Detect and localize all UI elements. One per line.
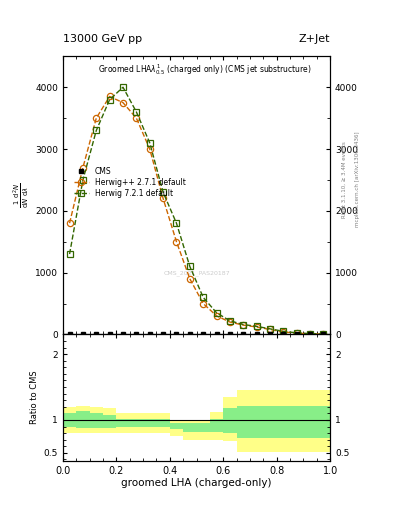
Legend: CMS, Herwig++ 2.7.1 default, Herwig 7.2.1 default: CMS, Herwig++ 2.7.1 default, Herwig 7.2.… xyxy=(72,166,187,200)
Text: mcplots.cern.ch [arXiv:1306.3436]: mcplots.cern.ch [arXiv:1306.3436] xyxy=(355,132,360,227)
Y-axis label: Ratio to CMS: Ratio to CMS xyxy=(31,371,39,424)
Text: CMS_2021_PAS20187: CMS_2021_PAS20187 xyxy=(163,270,230,276)
Text: Z+Jet: Z+Jet xyxy=(299,33,330,44)
Text: 13000 GeV pp: 13000 GeV pp xyxy=(63,33,142,44)
X-axis label: groomed LHA (charged-only): groomed LHA (charged-only) xyxy=(121,478,272,488)
Text: Groomed LHA$\lambda^1_{0.5}$ (charged only) (CMS jet substructure): Groomed LHA$\lambda^1_{0.5}$ (charged on… xyxy=(97,62,312,77)
Text: Rivet 3.1.10, ≥ 3.4M events: Rivet 3.1.10, ≥ 3.4M events xyxy=(342,141,346,218)
Y-axis label: $\frac{1}{\mathrm{d}N}\frac{\mathrm{d}^2N}{\mathrm{d}\lambda}$: $\frac{1}{\mathrm{d}N}\frac{\mathrm{d}^2… xyxy=(11,183,31,208)
